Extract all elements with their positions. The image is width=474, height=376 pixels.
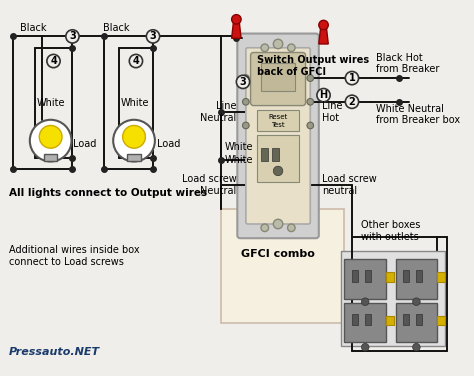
Text: Load screw
neutral: Load screw neutral <box>322 174 376 196</box>
Bar <box>365 314 371 325</box>
Text: 4: 4 <box>133 56 139 66</box>
Circle shape <box>237 75 250 88</box>
Circle shape <box>346 71 359 85</box>
Circle shape <box>307 122 314 129</box>
Circle shape <box>39 126 62 148</box>
Bar <box>352 314 358 325</box>
Text: Switch Output wires
back of GFCI: Switch Output wires back of GFCI <box>257 55 369 77</box>
Circle shape <box>261 44 269 52</box>
Circle shape <box>232 15 241 24</box>
Text: 3: 3 <box>150 32 156 41</box>
Text: All lights connect to Output wires: All lights connect to Output wires <box>9 188 207 198</box>
Circle shape <box>243 99 249 105</box>
Bar <box>345 259 386 299</box>
Text: Test: Test <box>271 121 285 127</box>
Circle shape <box>362 343 369 351</box>
Circle shape <box>319 20 328 30</box>
Circle shape <box>273 166 283 176</box>
Text: GFCI combo: GFCI combo <box>241 249 315 259</box>
Text: Line
Hot: Line Hot <box>322 102 342 123</box>
Bar <box>273 148 279 161</box>
Circle shape <box>412 298 420 305</box>
Bar <box>437 316 445 325</box>
Text: H: H <box>319 90 328 100</box>
Bar <box>403 314 409 325</box>
FancyBboxPatch shape <box>251 53 306 106</box>
Circle shape <box>362 298 369 305</box>
Bar <box>403 270 409 282</box>
Bar <box>352 270 358 282</box>
Text: Other boxes
with outlets: Other boxes with outlets <box>362 220 421 242</box>
Text: 2: 2 <box>348 97 356 107</box>
Text: Load: Load <box>73 139 97 149</box>
Circle shape <box>146 30 160 43</box>
Bar <box>416 314 422 325</box>
Text: 3: 3 <box>240 77 246 87</box>
Bar <box>395 259 437 299</box>
Circle shape <box>412 343 420 351</box>
Circle shape <box>123 126 146 148</box>
Text: Black: Black <box>103 23 129 33</box>
Bar <box>257 135 299 182</box>
Circle shape <box>47 55 60 68</box>
Circle shape <box>66 30 79 43</box>
Text: White: White <box>36 98 65 108</box>
Bar <box>44 154 57 161</box>
Circle shape <box>30 120 72 161</box>
Circle shape <box>346 95 359 108</box>
Bar <box>341 252 445 346</box>
Text: White Neutral
from Breaker box: White Neutral from Breaker box <box>376 104 460 125</box>
Circle shape <box>261 224 269 232</box>
FancyBboxPatch shape <box>246 48 310 224</box>
Text: Black Hot
from Breaker: Black Hot from Breaker <box>376 53 439 74</box>
Text: Additional wires inside box
connect to Load screws: Additional wires inside box connect to L… <box>9 246 140 267</box>
Circle shape <box>273 39 283 49</box>
Text: 1: 1 <box>348 73 356 83</box>
Bar <box>257 110 299 131</box>
Bar <box>386 272 393 282</box>
Bar <box>416 270 422 282</box>
Text: Load screw
Neutral: Load screw Neutral <box>182 174 237 196</box>
Text: 3: 3 <box>69 32 76 41</box>
Circle shape <box>243 75 249 82</box>
Circle shape <box>113 120 155 161</box>
Circle shape <box>288 224 295 232</box>
Bar <box>395 303 437 343</box>
Bar <box>345 303 386 343</box>
Circle shape <box>273 219 283 229</box>
Text: Line
Neutral: Line Neutral <box>200 102 237 123</box>
Bar <box>261 63 295 91</box>
Circle shape <box>288 44 295 52</box>
Polygon shape <box>319 27 328 44</box>
Bar <box>386 316 393 325</box>
Text: White: White <box>225 142 254 152</box>
Bar <box>261 148 268 161</box>
Text: White: White <box>225 155 254 165</box>
Bar <box>365 270 371 282</box>
FancyBboxPatch shape <box>237 33 319 238</box>
Text: White: White <box>121 98 149 108</box>
Text: Pressauto.NET: Pressauto.NET <box>9 347 100 357</box>
Bar <box>437 272 445 282</box>
Bar <box>128 154 141 161</box>
Polygon shape <box>232 21 241 38</box>
Circle shape <box>307 99 314 105</box>
Text: Black: Black <box>20 23 47 33</box>
Circle shape <box>129 55 143 68</box>
Circle shape <box>243 122 249 129</box>
Text: 4: 4 <box>50 56 57 66</box>
Circle shape <box>307 75 314 82</box>
Bar <box>221 209 345 323</box>
Text: Reset: Reset <box>268 114 288 120</box>
Text: Load: Load <box>157 139 180 149</box>
Circle shape <box>317 88 330 102</box>
